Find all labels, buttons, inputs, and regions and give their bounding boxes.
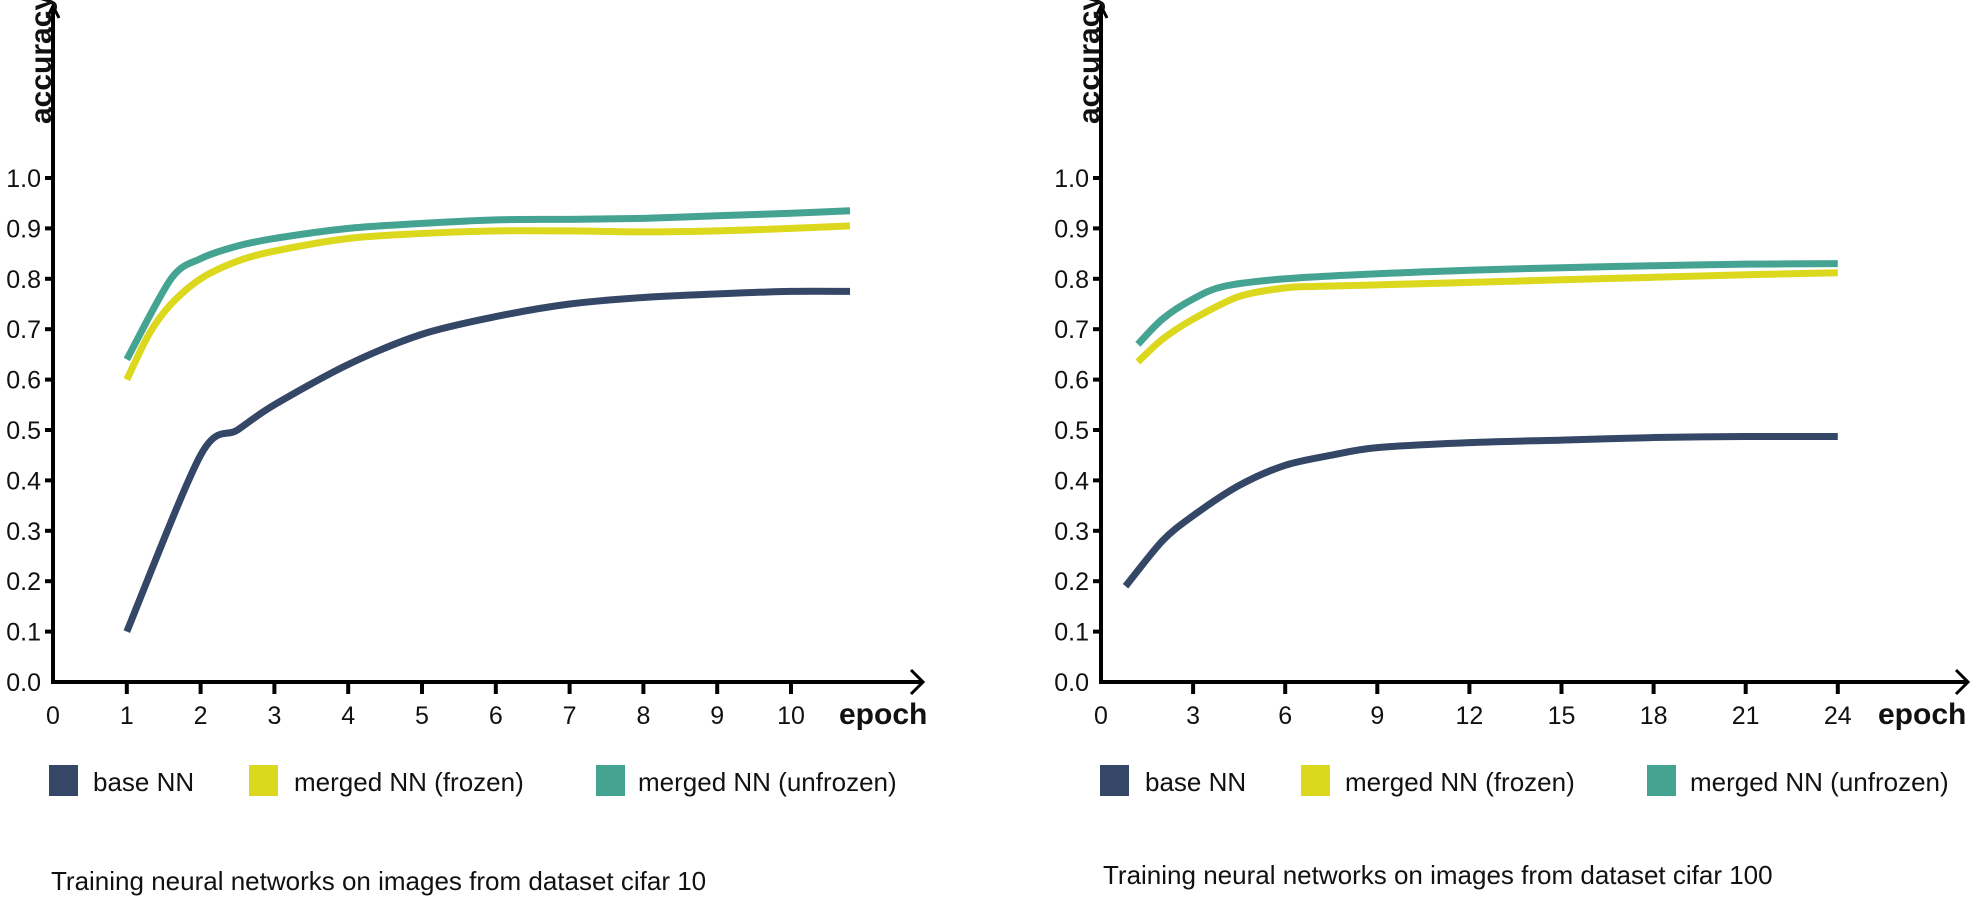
y-axis-arrow-icon [45, 2, 61, 19]
y-axis-title: accuracy [25, 0, 58, 124]
series-line-frozen [1135, 269, 1838, 365]
y-tick-label: 0.9 [6, 215, 41, 243]
y-tick-label: 0.2 [1054, 568, 1089, 596]
x-axis-title: epoch [839, 698, 927, 731]
x-tick-label: 6 [489, 702, 503, 730]
x-tick-label: 0 [46, 702, 60, 730]
y-tick-label: 0.6 [6, 367, 41, 395]
y-tick-label: 0.0 [1054, 669, 1089, 697]
legend-label-frozen: merged NN (frozen) [1345, 767, 1575, 797]
y-tick-label: 0.1 [6, 619, 41, 647]
y-tick-label: 0.7 [6, 316, 41, 344]
y-tick-label: 0.5 [6, 417, 41, 445]
x-tick-label: 8 [636, 702, 650, 730]
chart-caption: Training neural networks on images from … [51, 866, 706, 896]
y-tick-label: 0.9 [1054, 215, 1089, 243]
series-line-base [123, 287, 851, 633]
x-tick-label: 6 [1278, 702, 1292, 730]
y-tick-label: 0.5 [1054, 417, 1089, 445]
x-tick-label: 9 [1370, 702, 1384, 730]
x-tick-label: 9 [710, 702, 724, 730]
y-tick-label: 0.8 [1054, 266, 1089, 294]
legend-swatch-unfrozen [1647, 765, 1676, 796]
y-tick-label: 0.6 [1054, 367, 1089, 395]
legend-label-base: base NN [1145, 767, 1246, 797]
legend-label-unfrozen: merged NN (unfrozen) [638, 767, 897, 797]
x-axis-title: epoch [1878, 698, 1966, 731]
x-axis-arrow-icon [1954, 668, 1971, 696]
x-tick-label: 1 [120, 702, 134, 730]
x-tick-label: 7 [563, 702, 577, 730]
x-tick-label: 5 [415, 702, 429, 730]
series-line-unfrozen [1135, 260, 1838, 347]
x-axis-arrow-icon [909, 668, 926, 696]
x-tick-label: 3 [1186, 702, 1200, 730]
legend-swatch-frozen [249, 765, 278, 796]
y-tick-label: 0.4 [6, 467, 41, 495]
y-tick-label: 0.3 [6, 518, 41, 546]
legend-swatch-frozen [1301, 765, 1330, 796]
x-tick-label: 3 [267, 702, 281, 730]
legend-label-unfrozen: merged NN (unfrozen) [1690, 767, 1949, 797]
y-tick-label: 0.1 [1054, 619, 1089, 647]
series-line-base [1122, 432, 1838, 589]
legend-swatch-unfrozen [596, 765, 625, 796]
y-tick-label: 1.0 [1054, 165, 1089, 193]
y-tick-label: 0.3 [1054, 518, 1089, 546]
y-tick-label: 1.0 [6, 165, 41, 193]
x-tick-label: 18 [1640, 702, 1668, 730]
y-tick-label: 0.8 [6, 266, 41, 294]
legend-swatch-base [49, 765, 78, 796]
x-tick-label: 15 [1548, 702, 1576, 730]
x-tick-label: 24 [1824, 702, 1852, 730]
series-line-unfrozen [123, 207, 851, 362]
x-tick-label: 4 [341, 702, 355, 730]
legend-label-base: base NN [93, 767, 194, 797]
x-tick-label: 2 [194, 702, 208, 730]
series-line-frozen [123, 222, 851, 382]
y-tick-label: 0.0 [6, 669, 41, 697]
y-axis-title: accuracy [1073, 0, 1106, 124]
y-tick-label: 0.2 [6, 568, 41, 596]
y-tick-label: 0.4 [1054, 467, 1089, 495]
legend-label-frozen: merged NN (frozen) [294, 767, 524, 797]
chart-caption: Training neural networks on images from … [1103, 860, 1773, 890]
y-axis-arrow-icon [1093, 2, 1109, 19]
x-tick-label: 0 [1094, 702, 1108, 730]
x-tick-label: 21 [1732, 702, 1760, 730]
x-tick-label: 12 [1455, 702, 1483, 730]
legend-swatch-base [1100, 765, 1129, 796]
x-tick-label: 10 [777, 702, 805, 730]
y-tick-label: 0.7 [1054, 316, 1089, 344]
